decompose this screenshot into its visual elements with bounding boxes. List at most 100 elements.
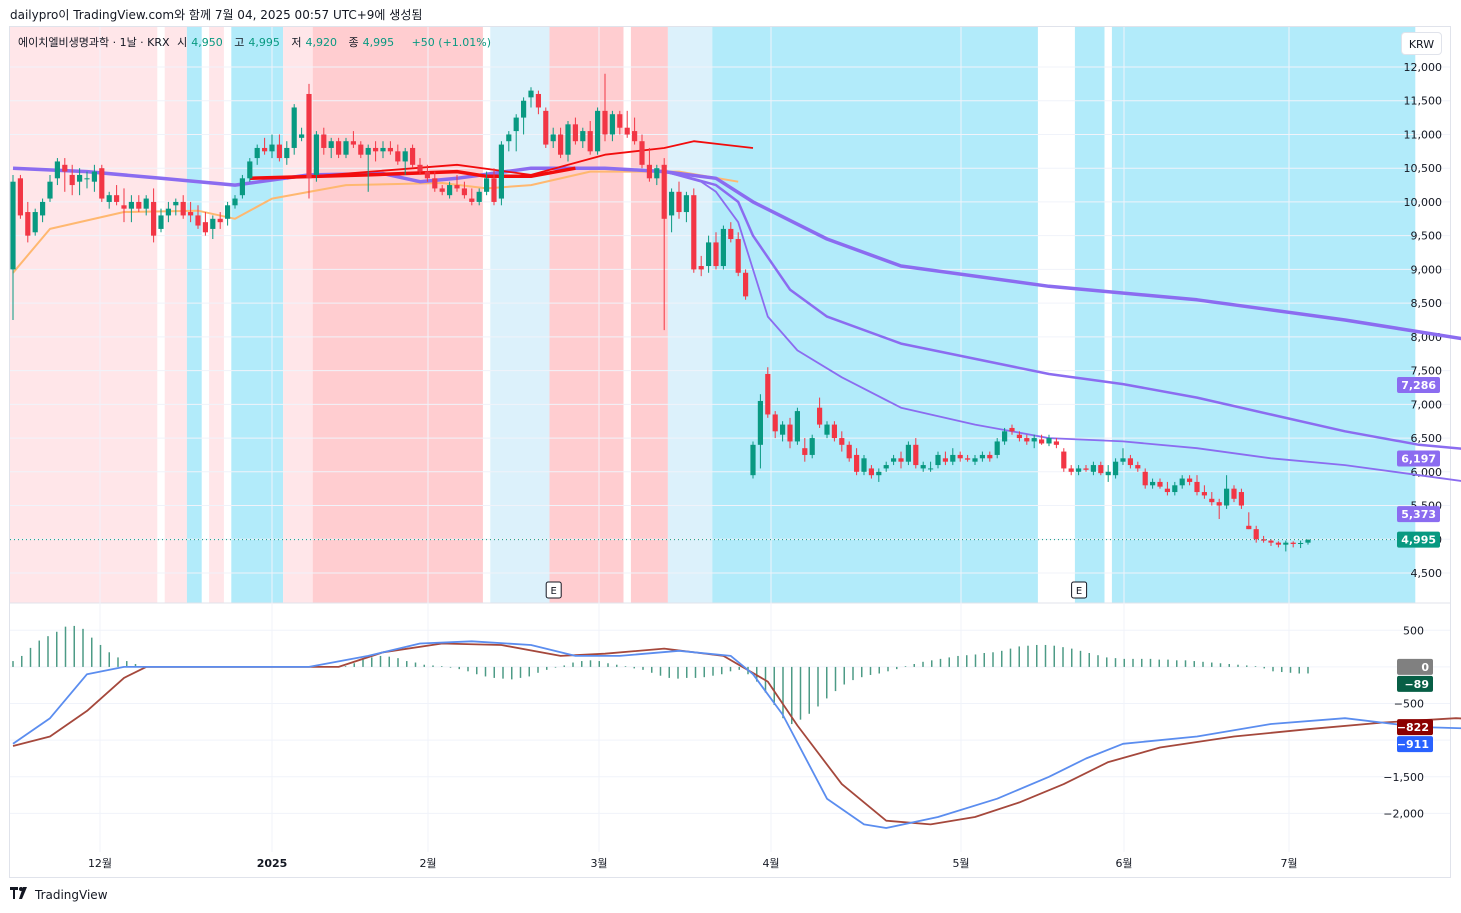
candle-body [1305,539,1311,543]
candle-body [165,208,171,216]
candle-body [402,151,408,162]
candle-body [210,218,216,229]
candle-body [1009,427,1015,432]
candle-body [891,458,897,462]
candle-body [424,171,430,179]
candle-body [617,114,623,128]
candle-body [706,242,712,267]
candle-body [350,141,356,145]
footer-brand[interactable]: TradingView [10,887,108,903]
candle-body [343,141,349,155]
candle-body [143,198,149,209]
candle-body [713,242,719,267]
candle-body [632,131,638,142]
time-label: 4월 [762,857,779,870]
macd-tag-bg [1397,675,1433,692]
signal-zone [24,27,158,603]
candle-body [313,134,319,175]
candle-body [77,174,83,182]
candle-body [262,147,268,152]
candle-body [1031,438,1037,442]
candle-body [683,195,689,213]
candle-body [247,161,253,179]
candle-body [905,444,911,462]
candle-body [1150,481,1156,486]
candle-body [461,188,467,196]
candle-body [114,195,120,202]
price-tick-label: 9,000 [1411,263,1443,276]
time-label: 2025 [257,857,288,870]
candle-body [276,144,282,159]
candle-body [121,205,127,209]
signal-zone [490,27,550,603]
candle-body [1120,458,1126,462]
candle-body [957,454,963,459]
candle-body [861,458,867,472]
time-axis: 12월 2025 2월 3월 4월 5월 6월 7월 [88,857,1298,870]
candle-body [299,134,305,138]
price-axis: 12,000 11,500 11,000 10,500 10,000 9,500 9,000… [1404,61,1443,580]
candle-body [1076,468,1082,472]
candle-body [846,444,852,459]
candle-body [232,198,238,206]
close-label: 종 [348,36,359,49]
candle-body [1261,539,1267,541]
macd-tag: −822 [1397,721,1429,734]
candle-body [646,164,652,179]
candle-body [602,110,608,135]
candle-body [1142,471,1148,486]
candle-body [1053,441,1059,445]
macd-tag: −89 [1404,678,1429,691]
candle-body [439,188,445,192]
candle-body [743,272,749,297]
candle-body [913,444,919,466]
candle-body [1275,542,1281,545]
candle-body [387,147,393,152]
candle-body [965,458,971,460]
candle-body [1127,458,1133,466]
low-value: 4,920 [305,36,337,49]
time-label: 2월 [419,857,436,870]
candle-body [498,144,504,199]
price-tick-label: 4,500 [1411,567,1443,580]
candle-body [794,411,800,442]
candles [10,73,1311,552]
candle-body [942,458,948,462]
candle-body [1172,485,1178,493]
candle-body [1046,438,1052,444]
candle-body [876,471,882,476]
candle-body [750,444,756,476]
price-tag-bg [1397,531,1440,548]
price-tick-label: 7,500 [1411,365,1443,378]
macd-tags: 0 −89 −822 −911 [1397,658,1433,753]
candle-body [979,454,985,459]
candle-body [654,168,660,179]
chart-frame [9,26,1451,878]
price-tick-label: 10,500 [1404,162,1443,175]
candle-body [1039,439,1045,444]
candle-body [676,191,682,213]
candle-body [417,164,423,172]
candle-body [580,131,586,142]
candle-body [802,448,808,455]
signal-zone [630,27,668,603]
signal-zone [164,27,187,603]
candle-body [920,465,926,469]
candle-body [491,178,497,202]
currency-button[interactable]: KRW [1401,32,1442,55]
macd-tag-bg [1397,719,1433,736]
change-value: +50 (+1.01%) [411,36,492,49]
ma-thick-red-line [249,166,576,181]
candle-body [506,134,512,142]
candle-body [550,134,556,142]
candle-body [1090,465,1096,472]
candle-body [720,228,726,267]
candle-body [1105,471,1111,476]
candle-body [91,171,97,182]
candle-body [1201,492,1207,496]
price-tick-label: 7,000 [1411,398,1443,411]
symbol-name[interactable]: 에이치엘비생명과학 · 1날 · KRX [18,36,170,49]
earnings-marker-label: E [551,586,557,597]
candle-body [868,468,874,476]
